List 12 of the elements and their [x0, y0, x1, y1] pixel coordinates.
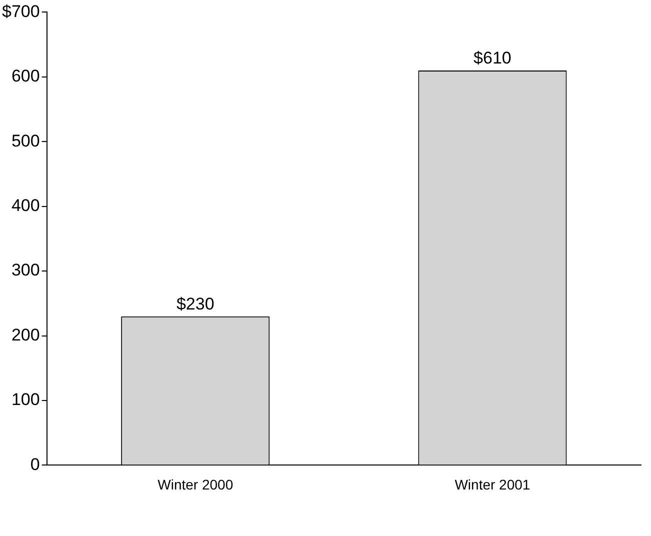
y-tick-label: 500 [11, 131, 40, 150]
y-tick-label: 100 [11, 390, 40, 410]
data-label: $230 [176, 294, 214, 314]
y-tick-label: 200 [11, 325, 40, 344]
y-tick-label: $700 [2, 2, 40, 21]
y-tick-label: 0 [30, 454, 40, 474]
y-tick-label: 300 [11, 260, 40, 280]
x-tick-label: Winter 2000 [158, 476, 234, 492]
y-tick-label: 400 [11, 196, 40, 216]
x-tick-label: Winter 2001 [454, 476, 530, 492]
y-tick-label: 600 [11, 66, 40, 86]
data-label: $610 [474, 48, 512, 68]
